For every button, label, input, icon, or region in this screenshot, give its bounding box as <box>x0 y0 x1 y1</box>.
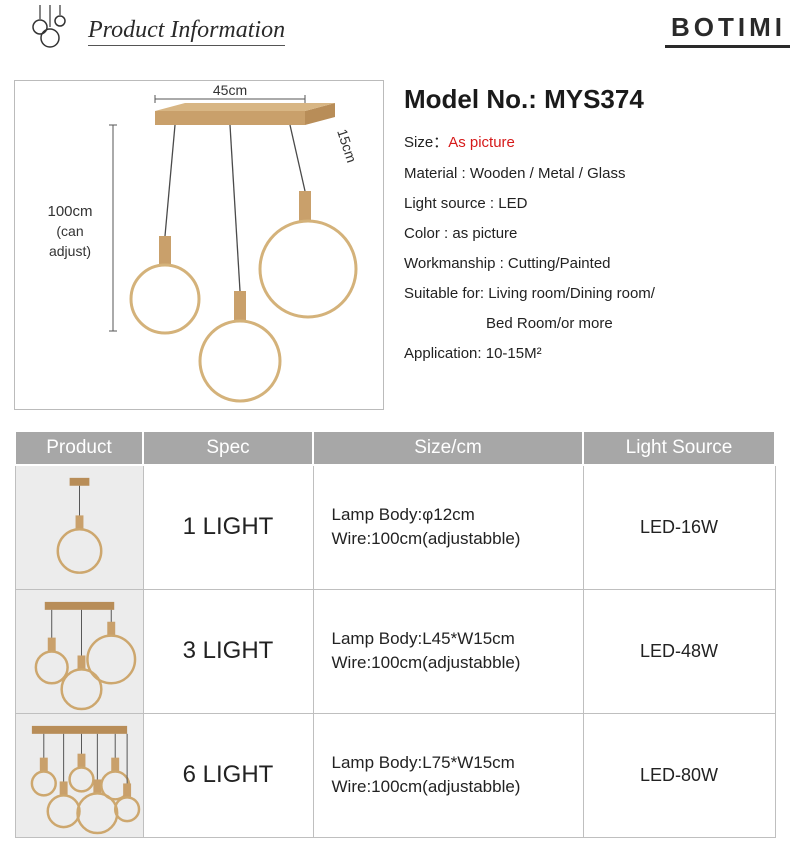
cell-spec: 6 LIGHT <box>143 713 313 837</box>
cell-light-source: LED-16W <box>583 465 775 589</box>
cell-product <box>15 713 143 837</box>
spec-size: Size：As picture <box>404 131 776 152</box>
spec-workmanship: Workmanship : Cutting/Painted <box>404 255 776 272</box>
th-size: Size/cm <box>313 431 583 465</box>
model-label: Model No.: <box>404 84 544 114</box>
product-diagram: 45cm 15cm 100cm (can adjust) <box>14 80 384 410</box>
cell-size: Lamp Body:φ12cmWire:100cm(adjustabble) <box>313 465 583 589</box>
spec-material: Material : Wooden / Metal / Glass <box>404 165 776 182</box>
spec-application: Application: 10-15M² <box>404 345 776 362</box>
spec-suitable: Suitable for: Living room/Dining room/ <box>404 285 776 302</box>
cell-product <box>15 589 143 713</box>
page-title: Product Information <box>88 17 285 46</box>
table-header-row: Product Spec Size/cm Light Source <box>15 431 775 465</box>
thumb-3-icon <box>16 590 143 713</box>
cell-spec: 3 LIGHT <box>143 589 313 713</box>
dim-width: 45cm <box>213 82 247 98</box>
svg-text:adjust): adjust) <box>49 243 91 259</box>
table-row: 1 LIGHTLamp Body:φ12cmWire:100cm(adjusta… <box>15 465 775 589</box>
cell-size: Lamp Body:L45*W15cmWire:100cm(adjustabbl… <box>313 589 583 713</box>
th-light-source: Light Source <box>583 431 775 465</box>
cell-product <box>15 465 143 589</box>
title-wrap: Product Information <box>88 17 665 44</box>
table-row: 3 LIGHTLamp Body:L45*W15cmWire:100cm(adj… <box>15 589 775 713</box>
cell-light-source: LED-48W <box>583 589 775 713</box>
thumb-1-icon <box>16 466 143 589</box>
table-row: 6 LIGHTLamp Body:L75*W15cmWire:100cm(adj… <box>15 713 775 837</box>
upper-section: 45cm 15cm 100cm (can adjust) Model <box>0 60 790 430</box>
pendant-logo-icon <box>30 5 70 55</box>
spec-suitable-cont: Bed Room/or more <box>404 315 776 332</box>
cell-light-source: LED-80W <box>583 713 775 837</box>
brand-logo: BOTIMI <box>665 12 790 48</box>
model-value: MYS374 <box>544 84 644 114</box>
svg-text:(can: (can <box>56 223 83 239</box>
cell-spec: 1 LIGHT <box>143 465 313 589</box>
svg-text:100cm: 100cm <box>47 203 92 220</box>
th-spec: Spec <box>143 431 313 465</box>
model-number: Model No.: MYS374 <box>404 84 776 115</box>
cell-size: Lamp Body:L75*W15cmWire:100cm(adjustabbl… <box>313 713 583 837</box>
thumb-6-icon <box>16 714 143 837</box>
header-row: Product Information BOTIMI <box>0 0 790 60</box>
variants-table: Product Spec Size/cm Light Source 1 LIGH… <box>14 430 776 838</box>
spec-color: Color : as picture <box>404 225 776 242</box>
th-product: Product <box>15 431 143 465</box>
details-block: Model No.: MYS374 Size：As picture Materi… <box>404 80 776 410</box>
spec-light-source: Light source : LED <box>404 195 776 212</box>
svg-text:15cm: 15cm <box>334 127 360 165</box>
